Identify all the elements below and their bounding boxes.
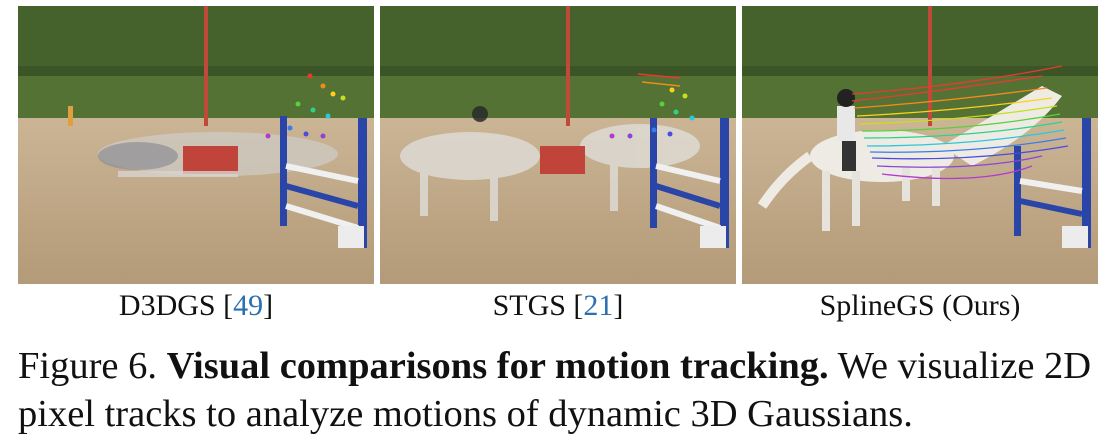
citation-link[interactable]: 49 [233, 289, 264, 322]
panel-label-d3dgs: D3DGS [49] [18, 286, 374, 326]
horse-and-rider [757, 86, 1062, 231]
track-points [609, 73, 695, 139]
red-wall-obstacle [183, 146, 238, 174]
blue-fence [280, 116, 367, 248]
blue-fence [1014, 118, 1091, 248]
pole [204, 6, 208, 126]
panel-splinegs-image [742, 6, 1098, 284]
panel-label-stgs: STGS [21] [380, 286, 736, 326]
method-name: STGS [492, 289, 566, 322]
panel-stgs-image [380, 6, 736, 284]
d3dgs-render [18, 6, 374, 284]
caption-text: We visualize 2D pixel tracks to analyze … [18, 345, 1092, 435]
track-points [265, 73, 346, 139]
ref-bracket-open: [ [223, 289, 234, 322]
ref-bracket-close: ] [613, 289, 624, 322]
figure-caption: Figure 6. Visual comparisons for motion … [18, 342, 1103, 438]
citation-link[interactable]: 21 [583, 289, 614, 322]
ref-bracket-open: [ [573, 289, 584, 322]
motion-tracks [851, 65, 1069, 180]
hedge [18, 76, 374, 121]
stgs-render [380, 6, 736, 284]
method-name: D3DGS [118, 289, 216, 322]
hedge [380, 76, 736, 121]
method-name: SplineGS (Ours) [819, 289, 1021, 322]
red-wall-obstacle [540, 146, 585, 174]
panel-label-splinegs: SplineGS (Ours) [742, 286, 1098, 326]
panel-d3dgs-image [18, 6, 374, 284]
splinegs-render [742, 6, 1098, 284]
caption-label: Figure 6. [18, 345, 158, 387]
caption-title: Visual comparisons for motion tracking. [166, 345, 829, 387]
blue-fence [650, 118, 729, 248]
ref-bracket-close: ] [263, 289, 274, 322]
